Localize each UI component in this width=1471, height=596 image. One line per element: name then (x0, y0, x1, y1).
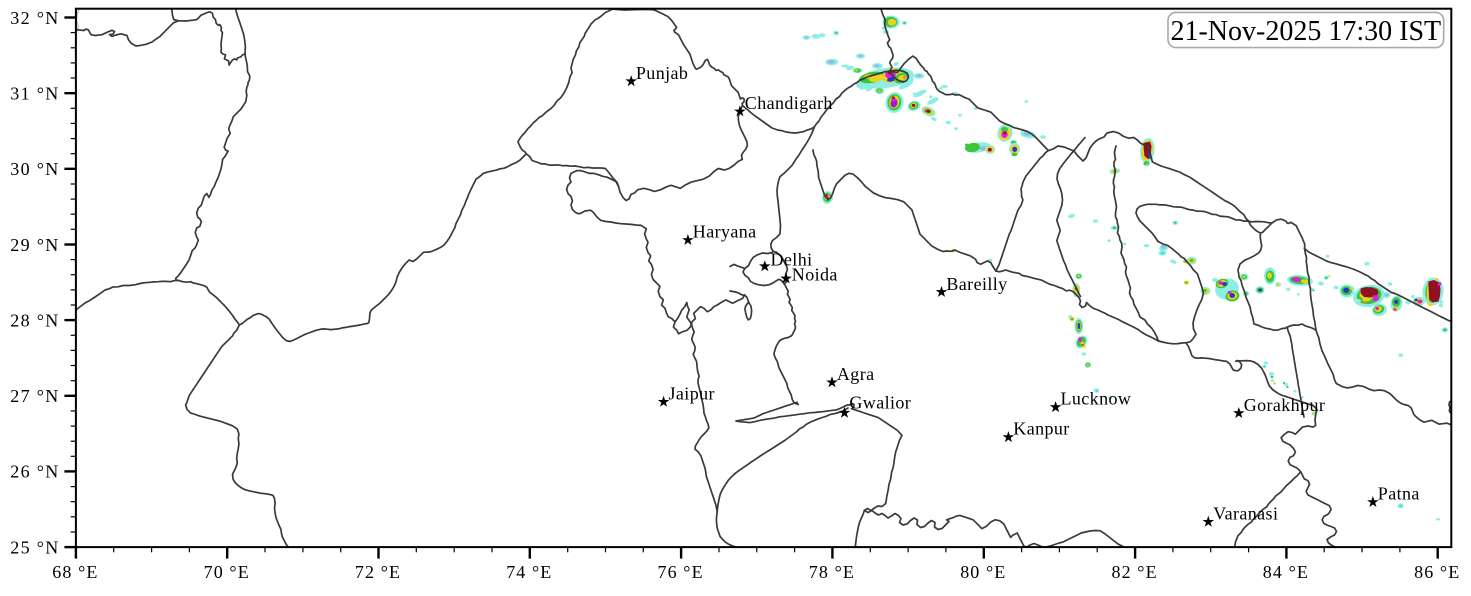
svg-text:Haryana: Haryana (693, 222, 757, 242)
svg-text:21-Nov-2025 17:30 IST: 21-Nov-2025 17:30 IST (1170, 16, 1441, 47)
svg-text:Varanasi: Varanasi (1213, 503, 1278, 523)
svg-text:74 °E: 74 °E (506, 562, 552, 582)
svg-text:26 °N: 26 °N (10, 462, 59, 482)
svg-text:27 °N: 27 °N (10, 386, 59, 406)
svg-text:31 °N: 31 °N (10, 84, 59, 104)
svg-text:30 °N: 30 °N (10, 159, 59, 179)
svg-text:70 °E: 70 °E (204, 562, 250, 582)
svg-text:68 °E: 68 °E (52, 562, 98, 582)
svg-text:82 °E: 82 °E (1111, 562, 1157, 582)
svg-text:78 °E: 78 °E (809, 562, 855, 582)
svg-text:Agra: Agra (837, 364, 875, 384)
svg-text:29 °N: 29 °N (10, 235, 59, 255)
svg-text:25 °N: 25 °N (10, 537, 59, 557)
svg-text:Lucknow: Lucknow (1061, 389, 1132, 409)
svg-text:Jaipur: Jaipur (669, 383, 715, 403)
svg-text:Gwalior: Gwalior (849, 392, 911, 412)
svg-text:76 °E: 76 °E (657, 562, 703, 582)
svg-text:86 °E: 86 °E (1414, 562, 1460, 582)
svg-text:Bareilly: Bareilly (946, 274, 1007, 294)
svg-text:Punjab: Punjab (636, 63, 688, 83)
svg-text:28 °N: 28 °N (10, 310, 59, 330)
svg-text:80 °E: 80 °E (960, 562, 1006, 582)
svg-text:Noida: Noida (792, 265, 838, 285)
svg-text:Chandigarh: Chandigarh (745, 93, 833, 113)
svg-text:Delhi: Delhi (771, 249, 813, 269)
svg-text:Gorakhpur: Gorakhpur (1244, 395, 1326, 415)
svg-text:72 °E: 72 °E (355, 562, 401, 582)
svg-text:84 °E: 84 °E (1263, 562, 1309, 582)
svg-text:Patna: Patna (1378, 484, 1420, 504)
svg-text:Kanpur: Kanpur (1013, 419, 1069, 439)
svg-text:32 °N: 32 °N (10, 8, 59, 28)
